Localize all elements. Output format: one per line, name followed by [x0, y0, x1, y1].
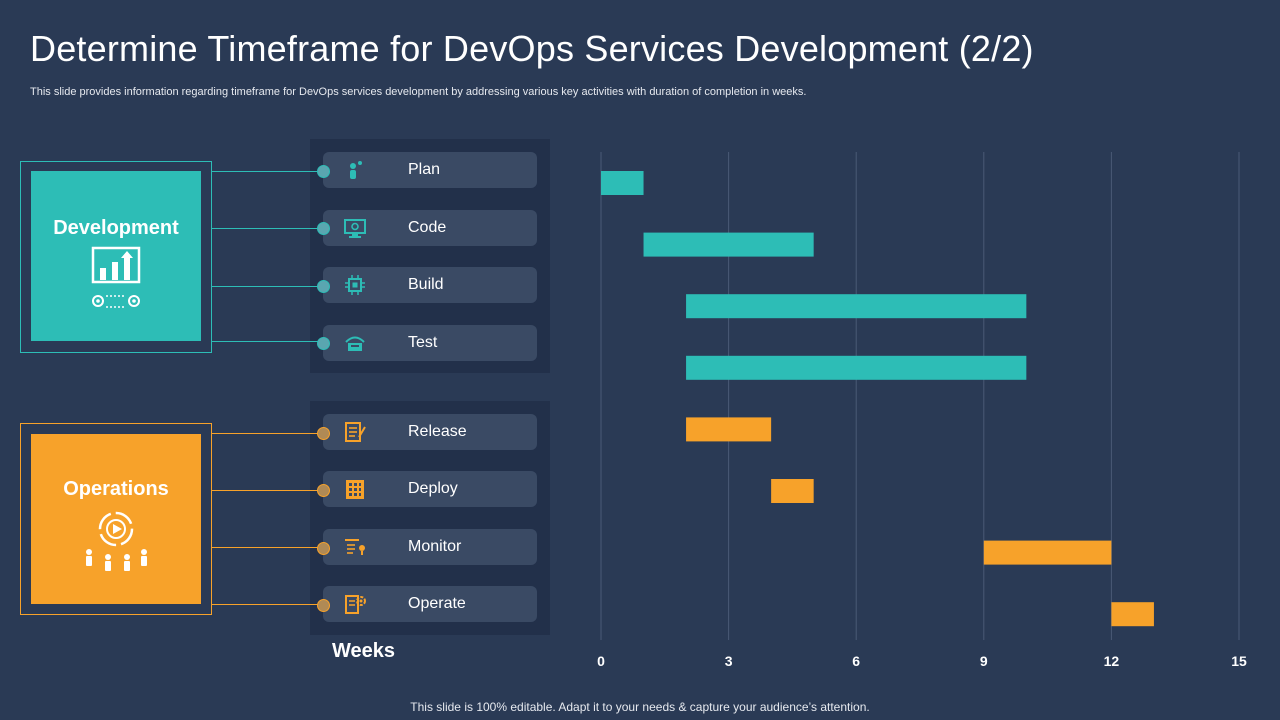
activity-release[interactable]: Release — [323, 414, 537, 450]
activity-operate[interactable]: Operate — [323, 586, 537, 622]
dot-monitor — [317, 542, 330, 555]
monitor-stats-icon — [345, 539, 365, 555]
checklist-icon — [345, 422, 366, 442]
dot-build — [317, 280, 330, 293]
building-icon — [346, 480, 364, 499]
activity-plan[interactable]: Plan — [323, 152, 537, 188]
x-tick-label: 9 — [980, 653, 988, 669]
activity-label: Monitor — [408, 538, 462, 555]
x-tick-label: 15 — [1231, 653, 1247, 669]
connector-release — [211, 433, 323, 434]
connector-deploy — [211, 490, 323, 491]
chip-icon — [345, 275, 365, 295]
activity-label: Plan — [408, 161, 441, 178]
bar-test — [686, 355, 1027, 380]
activity-label: Test — [408, 334, 438, 351]
activity-label: Deploy — [408, 480, 458, 497]
connector-test — [211, 341, 323, 342]
development-frame — [20, 161, 212, 353]
person-idea-icon — [350, 161, 362, 179]
bar-build — [686, 294, 1027, 319]
x-axis-label: Weeks — [332, 640, 396, 662]
connector-monitor — [211, 547, 323, 548]
x-tick-label: 12 — [1104, 653, 1120, 669]
activity-build[interactable]: Build — [323, 267, 537, 303]
bar-release — [686, 417, 772, 442]
activity-monitor[interactable]: Monitor — [323, 529, 537, 565]
operations-frame — [20, 423, 212, 615]
page-title: Determine Timeframe for DevOps Services … — [30, 28, 1034, 69]
document-gear-icon — [345, 595, 366, 614]
chart-growth-icon — [91, 246, 141, 308]
dot-plan — [317, 165, 330, 178]
activity-test[interactable]: Test — [323, 325, 537, 361]
development-label: Development — [53, 217, 179, 239]
development-box: Development — [31, 171, 201, 341]
operations-label: Operations — [63, 478, 169, 500]
connector-plan — [211, 171, 323, 172]
x-tick-label: 3 — [725, 653, 733, 669]
cycle-play-icon — [86, 511, 147, 571]
monitor-code-icon — [344, 219, 366, 238]
bar-code — [643, 232, 814, 257]
x-tick-label: 0 — [597, 653, 605, 669]
page-subtitle: This slide provides information regardin… — [30, 86, 807, 98]
dot-test — [317, 337, 330, 350]
connector-code — [211, 228, 323, 229]
footer-note: This slide is 100% editable. Adapt it to… — [410, 700, 870, 714]
operations-box: Operations — [31, 434, 201, 604]
activity-label: Build — [408, 276, 444, 293]
bar-deploy — [771, 479, 814, 503]
connector-operate — [211, 604, 323, 605]
test-device-icon — [345, 336, 365, 351]
x-tick-label: 6 — [852, 653, 860, 669]
dot-operate — [317, 599, 330, 612]
activity-label: Code — [408, 219, 447, 236]
activity-label: Operate — [408, 595, 466, 612]
dot-code — [317, 222, 330, 235]
bar-monitor — [983, 540, 1112, 565]
activity-code[interactable]: Code — [323, 210, 537, 246]
dot-release — [317, 427, 330, 440]
connector-build — [211, 286, 323, 287]
activity-label: Release — [408, 423, 467, 440]
activity-deploy[interactable]: Deploy — [323, 471, 537, 507]
bar-plan — [601, 171, 644, 195]
bar-operate — [1111, 602, 1154, 627]
dot-deploy — [317, 484, 330, 497]
